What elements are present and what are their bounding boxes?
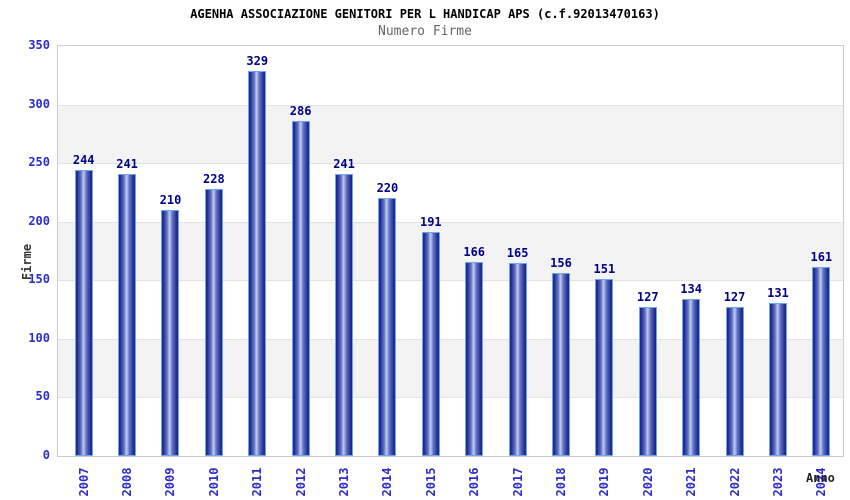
bar-column: 127 2020 xyxy=(626,46,669,497)
x-axis-tick-label: 2016 xyxy=(467,467,482,497)
x-axis-tick-label: 2020 xyxy=(640,467,655,497)
bar-column: 228 2010 xyxy=(192,46,235,496)
bar-column: 156 2018 xyxy=(539,46,582,497)
bar-column: 127 2022 xyxy=(713,46,756,497)
y-axis-tick-label: 300 xyxy=(28,96,50,111)
plot-area: 244 2007 241 2008 210 2009 228 2010 329 2011 286 20… xyxy=(57,45,844,497)
y-axis-tick-label: 50 xyxy=(35,389,50,404)
bar xyxy=(74,170,93,456)
bar-value-label: 286 xyxy=(289,104,312,118)
bar-column: 165 2017 xyxy=(496,46,539,496)
bar xyxy=(118,173,137,456)
plot-band xyxy=(58,163,843,222)
y-axis-tick-label: 350 xyxy=(28,38,50,52)
x-axis-tick-label: 2010 xyxy=(206,467,221,497)
bar-value-label: 220 xyxy=(376,181,399,196)
bar-value-label: 191 xyxy=(419,215,442,230)
bar-column: 244 2007 xyxy=(62,46,105,497)
bar-column: 329 2011 xyxy=(236,46,279,496)
bar-value-label: 241 xyxy=(333,156,355,171)
y-axis-tick-label: 250 xyxy=(28,155,50,170)
x-axis-tick-label: 2022 xyxy=(727,467,742,497)
plot-band xyxy=(58,280,843,339)
bar-value-label: 127 xyxy=(723,290,746,305)
plot-band xyxy=(58,397,843,456)
bar-value-label: 156 xyxy=(550,256,572,271)
bar xyxy=(204,188,223,456)
bar-value-label: 244 xyxy=(72,153,95,168)
y-axis-tick-label: 200 xyxy=(28,213,50,228)
x-axis-tick-label: 2008 xyxy=(120,467,135,497)
bar xyxy=(812,267,831,456)
x-axis-tick-label: 2018 xyxy=(553,467,568,497)
bar xyxy=(291,121,310,456)
plot-bands-layer xyxy=(58,46,843,456)
bar-value-label: 161 xyxy=(810,250,833,265)
bar xyxy=(682,299,701,456)
bar xyxy=(248,70,267,456)
bar-value-label: 131 xyxy=(767,285,789,300)
plot-band xyxy=(58,221,843,281)
bar xyxy=(551,273,570,456)
bars-layer: 244 2007 241 2008 210 2009 228 2010 329 2011 286 20… xyxy=(58,46,843,497)
bar xyxy=(638,307,657,456)
bar xyxy=(508,262,527,456)
bar xyxy=(465,261,484,456)
bar-value-label: 134 xyxy=(680,282,702,296)
bar-value-label: 151 xyxy=(593,262,616,277)
bar-column: 166 2016 xyxy=(453,46,496,496)
bar-value-label: 329 xyxy=(246,53,269,68)
bar xyxy=(421,232,440,456)
bar-value-label: 166 xyxy=(463,244,486,259)
chart-title: AGENHA ASSOCIAZIONE GENITORI PER L HANDI… xyxy=(190,7,660,21)
bar-column: 220 2014 xyxy=(366,46,409,497)
bar-column: 191 2015 xyxy=(409,46,452,497)
bar-value-label: 210 xyxy=(159,193,182,207)
bar xyxy=(378,198,397,456)
x-axis-tick-label: 2012 xyxy=(293,467,308,497)
bar-value-label: 127 xyxy=(636,290,659,305)
bar-column: 241 2013 xyxy=(322,46,365,496)
plot-band xyxy=(58,46,843,105)
bar-column: 134 2021 xyxy=(669,46,712,497)
x-axis-title: Anno xyxy=(806,471,835,485)
x-axis-tick-label: 2009 xyxy=(163,467,178,497)
bar-value-label: 165 xyxy=(506,245,529,260)
chart-subtitle: Numero Firme xyxy=(378,24,472,39)
x-axis-tick-label: 2019 xyxy=(597,467,612,497)
x-axis-tick-label: 2017 xyxy=(510,467,525,497)
x-axis-tick-label: 2007 xyxy=(76,467,91,497)
bar-column: 241 2008 xyxy=(105,46,148,496)
bar xyxy=(595,279,614,456)
y-axis-tick-label: 0 xyxy=(42,448,50,462)
bar xyxy=(725,307,744,456)
bar-column: 161 2024 xyxy=(800,46,843,497)
bar xyxy=(335,173,354,456)
plot-band xyxy=(58,338,843,398)
bar xyxy=(161,210,180,456)
plot-band xyxy=(58,104,843,164)
x-axis-tick-label: 2014 xyxy=(380,467,395,497)
x-axis-tick-label: 2023 xyxy=(770,467,785,497)
bar-column: 151 2019 xyxy=(583,46,626,497)
bar-value-label: 228 xyxy=(203,171,225,186)
y-axis-tick-label: 100 xyxy=(28,330,50,345)
x-axis-tick-label: 2021 xyxy=(684,467,699,497)
bar-value-label: 241 xyxy=(116,156,138,171)
bar-column: 286 2012 xyxy=(279,46,322,497)
bar xyxy=(768,302,787,456)
bar-column: 131 2023 xyxy=(756,46,799,496)
x-axis-tick-label: 2011 xyxy=(250,467,265,497)
x-axis-tick-label: 2013 xyxy=(337,467,352,497)
bar-column: 210 2009 xyxy=(149,46,192,497)
x-axis-tick-label: 2015 xyxy=(423,467,438,497)
y-axis-tick-label: 150 xyxy=(28,272,50,287)
